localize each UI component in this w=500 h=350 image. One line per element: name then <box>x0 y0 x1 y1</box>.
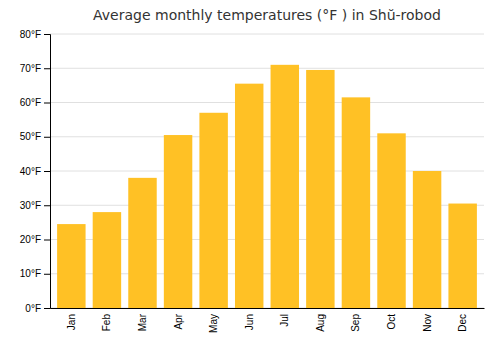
grid-line <box>50 34 484 35</box>
bars <box>57 65 477 308</box>
x-tick: Feb <box>101 314 112 332</box>
x-tick-label: Jul <box>279 314 290 327</box>
bar <box>342 97 370 308</box>
y-tick-mark <box>44 68 50 69</box>
bar <box>448 204 476 308</box>
x-tick-label: Oct <box>386 314 397 330</box>
y-tick: 80°F <box>20 29 50 40</box>
bar <box>413 171 441 308</box>
y-tick-label: 20°F <box>20 234 41 245</box>
y-tick-mark <box>44 137 50 138</box>
x-tick: Apr <box>173 313 184 329</box>
y-tick-mark <box>44 103 50 104</box>
bar <box>306 70 334 308</box>
y-tick-label: 80°F <box>20 29 41 40</box>
x-tick-label: Jan <box>66 314 77 330</box>
x-tick: Nov <box>422 314 433 332</box>
bar <box>271 65 299 308</box>
y-tick-label: 30°F <box>20 200 41 211</box>
x-tick-label: May <box>208 314 219 333</box>
y-tick-label: 0°F <box>25 303 41 314</box>
x-tick: Mar <box>137 313 148 331</box>
y-tick-label: 10°F <box>20 268 41 279</box>
x-tick-label: Aug <box>315 314 326 332</box>
y-tick-label: 50°F <box>20 131 41 142</box>
bar <box>377 133 405 308</box>
x-tick: May <box>208 314 219 333</box>
x-tick-label: Dec <box>457 314 468 332</box>
y-tick-label: 70°F <box>20 63 41 74</box>
chart: Jan Feb Mar Apr May Jun Jul Aug Sep Oct Nov Dec 0°F 1… <box>0 0 500 350</box>
x-axis-line <box>51 308 485 309</box>
y-tick: 0°F <box>25 303 50 314</box>
y-tick: 10°F <box>20 268 50 279</box>
y-tick: 50°F <box>20 131 50 142</box>
title: Average monthly temperatures (°F ) in Sh… <box>93 7 441 23</box>
grid-line <box>50 68 484 69</box>
x-axis: Jan Feb Mar Apr May Jun Jul Aug Sep Oct Nov Dec <box>51 309 485 333</box>
plot: Jan Feb Mar Apr May Jun Jul Aug Sep Oct Nov Dec 0°F 1… <box>20 29 485 333</box>
y-tick-mark <box>44 308 50 309</box>
grid-line <box>50 136 484 137</box>
y-tick-mark <box>44 274 50 275</box>
bar <box>57 224 85 308</box>
y-tick-mark <box>44 205 50 206</box>
y-tick-label: 40°F <box>20 166 41 177</box>
bar <box>128 178 156 308</box>
y-axis-line <box>44 35 51 309</box>
x-tick-label: Sep <box>350 314 361 332</box>
bar <box>93 212 121 308</box>
y-axis: 0°F 10°F 20°F 30°F 40°F 50°F 60°F 70°F 80°F <box>20 29 51 314</box>
bar <box>235 84 263 308</box>
x-tick: Aug <box>315 314 326 332</box>
y-tick-label: 60°F <box>20 97 41 108</box>
x-tick: Oct <box>386 314 397 330</box>
y-tick-mark <box>44 171 50 172</box>
bar <box>164 135 192 308</box>
x-tick: Dec <box>457 314 468 332</box>
x-tick: Sep <box>350 314 361 332</box>
y-tick: 30°F <box>20 200 50 211</box>
y-tick-mark <box>44 240 50 241</box>
y-tick-mark <box>44 34 50 35</box>
grid-line <box>50 102 484 103</box>
x-tick-label: Mar <box>137 313 148 331</box>
y-tick: 60°F <box>20 97 50 108</box>
x-tick-label: Jun <box>244 314 255 330</box>
x-tick-label: Feb <box>101 314 112 332</box>
y-tick: 40°F <box>20 166 50 177</box>
x-tick-label: Nov <box>422 314 433 332</box>
x-tick: Jul <box>279 314 290 327</box>
grid <box>50 34 484 308</box>
x-tick: Jan <box>66 314 77 330</box>
y-tick: 70°F <box>20 63 50 74</box>
bar <box>199 113 227 308</box>
x-tick-label: Apr <box>173 313 184 329</box>
y-tick: 20°F <box>20 234 50 245</box>
x-tick: Jun <box>244 314 255 330</box>
